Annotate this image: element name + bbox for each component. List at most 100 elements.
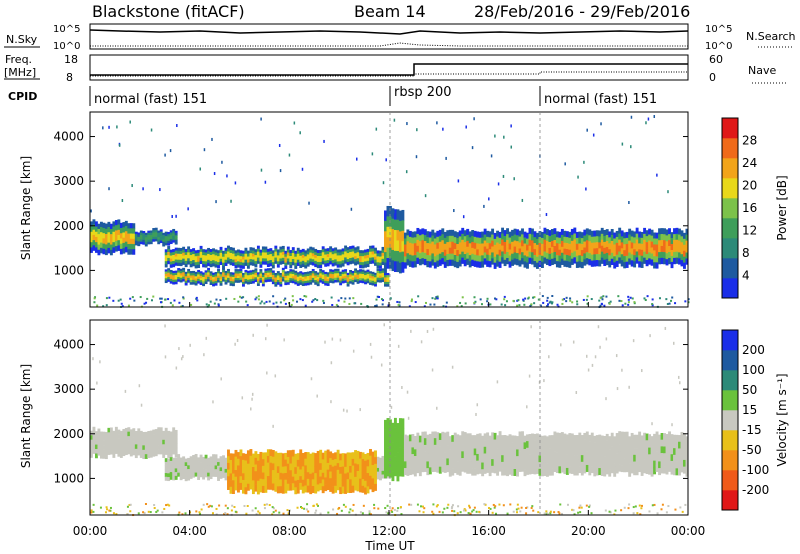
data-cell <box>286 246 290 250</box>
data-cell <box>326 476 330 484</box>
data-cell <box>169 241 173 245</box>
data-cell <box>663 258 666 265</box>
data-cell <box>653 250 657 257</box>
data-cell <box>598 254 602 261</box>
data-cell <box>202 279 206 282</box>
scatter-point <box>459 301 462 304</box>
scatter-point <box>488 197 490 201</box>
data-cell <box>623 438 627 446</box>
data-cell <box>187 252 191 256</box>
data-cell <box>261 465 265 473</box>
data-cell <box>369 469 372 477</box>
data-cell <box>239 456 243 464</box>
data-cell <box>633 261 637 268</box>
data-cell <box>483 258 487 265</box>
data-cell <box>159 427 163 433</box>
colorbar-tick-label: -100 <box>742 463 769 477</box>
scatter-point <box>453 209 455 213</box>
data-cell <box>319 476 323 484</box>
data-cell <box>381 272 385 276</box>
data-cell <box>249 253 253 257</box>
data-cell <box>488 261 492 268</box>
scatter-point <box>566 503 569 506</box>
data-cell <box>496 441 500 449</box>
data-cell <box>199 275 203 279</box>
data-cell <box>633 243 637 250</box>
scatter-point <box>443 507 446 510</box>
data-cell <box>501 245 505 252</box>
data-cell <box>331 453 335 461</box>
data-cell <box>453 231 457 238</box>
data-cell <box>152 447 156 453</box>
data-cell <box>356 261 360 265</box>
data-cell <box>184 276 188 279</box>
data-cell <box>441 458 445 466</box>
scatter-point <box>531 505 534 508</box>
data-cell <box>331 271 335 275</box>
data-cell <box>309 480 313 488</box>
data-cell <box>296 253 300 258</box>
scatter-point <box>431 368 434 372</box>
data-cell <box>570 433 574 441</box>
data-cell <box>615 236 619 244</box>
data-cell <box>446 438 450 446</box>
data-cell <box>605 433 609 441</box>
data-cell <box>239 268 243 272</box>
data-cell <box>92 229 96 236</box>
data-cell <box>431 451 435 459</box>
data-cell <box>473 461 477 469</box>
data-cell <box>536 446 539 454</box>
scatter-point <box>633 301 636 304</box>
data-cell <box>638 249 642 256</box>
data-cell <box>227 257 230 261</box>
data-cell <box>406 253 410 260</box>
data-cell <box>673 448 676 456</box>
data-cell <box>324 260 328 264</box>
data-cell <box>326 274 330 278</box>
data-cell <box>384 284 387 287</box>
data-cell <box>134 240 138 244</box>
data-cell <box>533 460 537 468</box>
data-cell <box>334 275 338 279</box>
scatter-point <box>327 511 330 514</box>
data-cell <box>189 474 193 479</box>
data-cell <box>550 252 554 260</box>
data-cell <box>326 449 330 457</box>
data-cell <box>598 454 602 462</box>
data-cell <box>558 446 562 454</box>
data-cell <box>650 436 654 444</box>
scatter-point <box>264 180 267 184</box>
data-cell <box>668 451 671 459</box>
data-cell <box>428 237 432 244</box>
scatter-point <box>546 305 549 308</box>
scatter-point <box>615 354 618 358</box>
data-cell <box>237 280 240 283</box>
data-cell <box>164 450 168 455</box>
data-cell <box>164 458 168 463</box>
scatter-point <box>391 507 394 510</box>
data-cell <box>204 258 208 262</box>
data-cell <box>162 439 166 445</box>
data-cell <box>289 450 293 458</box>
data-cell <box>531 433 534 441</box>
data-cell <box>379 280 382 283</box>
data-cell <box>142 237 146 241</box>
data-cell <box>316 274 320 278</box>
scatter-point <box>585 187 587 191</box>
scatter-point <box>641 369 643 373</box>
data-cell <box>441 240 445 247</box>
data-cell <box>334 271 338 274</box>
data-cell <box>167 254 171 259</box>
data-cell <box>396 452 400 463</box>
data-cell <box>326 281 330 284</box>
data-cell <box>628 258 632 265</box>
data-cell <box>438 235 442 243</box>
data-cell <box>675 468 679 476</box>
scatter-point <box>587 368 590 372</box>
data-cell <box>157 241 161 245</box>
data-cell <box>366 269 370 273</box>
data-cell <box>306 485 310 493</box>
data-cell <box>416 251 420 259</box>
data-cell <box>197 281 201 284</box>
